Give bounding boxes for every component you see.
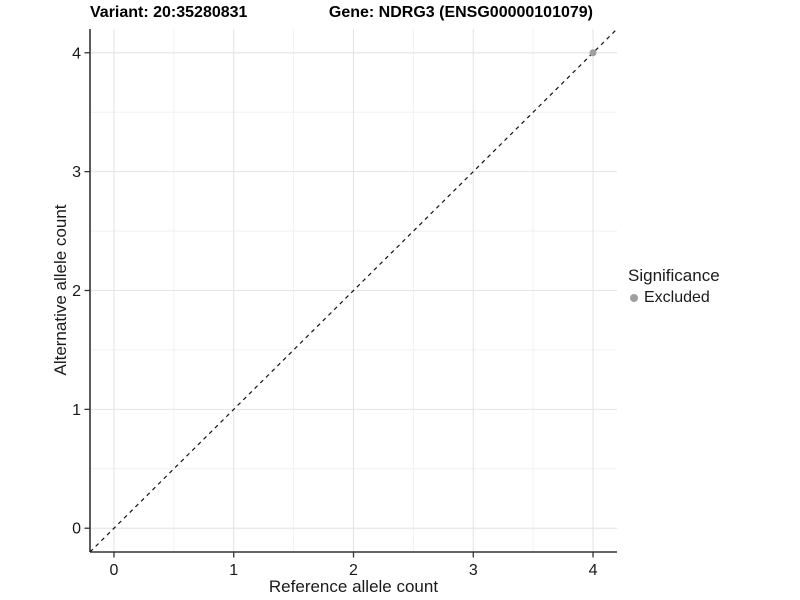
x-tick-label: 0: [110, 562, 119, 579]
x-tick-label: 1: [229, 562, 238, 579]
legend: Significance Excluded: [628, 266, 720, 307]
legend-entry-excluded: Excluded: [628, 289, 720, 307]
y-tick-label: 0: [72, 521, 81, 538]
x-tick-label: 3: [469, 562, 478, 579]
plot-title-gene: Gene: NDRG3 (ENSG00000101079): [328, 4, 593, 21]
identity-line: [89, 28, 618, 553]
x-axis-title: Reference allele count: [268, 577, 439, 596]
plot-title-variant: Variant: 20:35280831: [90, 4, 248, 21]
data-point: [589, 49, 597, 57]
y-tick-label: 2: [72, 283, 81, 300]
x-tick-label: 4: [589, 562, 598, 579]
y-tick-label: 4: [72, 45, 81, 62]
x-tick-label: 2: [349, 562, 358, 579]
y-axis-title: Alternative allele count: [51, 204, 70, 376]
legend-title: Significance: [628, 266, 720, 285]
excluded-marker-icon: [630, 294, 638, 302]
y-tick-label: 3: [72, 164, 81, 181]
y-tick-label: 1: [72, 402, 81, 419]
legend-entry-label: Excluded: [644, 289, 710, 306]
